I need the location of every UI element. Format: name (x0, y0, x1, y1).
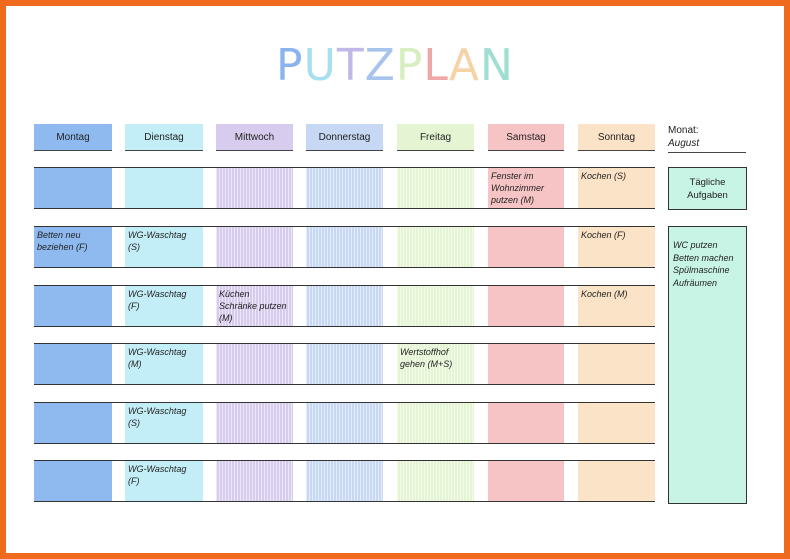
task-cell-freitag[interactable] (397, 168, 474, 208)
task-cell-dienstag[interactable]: WG-Waschtag (S) (125, 403, 203, 443)
task-cell-montag[interactable] (34, 344, 112, 384)
task-cell-mittwoch[interactable] (216, 403, 293, 443)
task-cell-montag[interactable] (34, 168, 112, 208)
task-cell-samstag[interactable] (488, 344, 564, 384)
task-cell-sonntag[interactable] (578, 344, 655, 384)
task-cell-freitag[interactable] (397, 403, 474, 443)
task-cell-samstag[interactable] (488, 286, 564, 326)
task-text: Kochen (F) (581, 230, 626, 240)
daily-task-item: Aufräumen (673, 277, 718, 288)
task-cell-sonntag[interactable] (578, 403, 655, 443)
task-cell-samstag[interactable] (488, 461, 564, 501)
task-cell-dienstag[interactable]: WG-Waschtag (F) (125, 286, 203, 326)
title-letter: P (276, 40, 304, 91)
daily-task-item: Spülmaschine (673, 265, 730, 275)
title-letter: N (480, 40, 514, 91)
title-letter: A (448, 40, 481, 91)
task-cell-mittwoch[interactable] (216, 344, 293, 384)
day-header-sonntag: Sonntag (578, 124, 655, 151)
task-cell-donnerstag[interactable] (306, 227, 383, 267)
title-letter: Z (364, 40, 396, 91)
week-row: WG-Waschtag (M) Wertstoffhof gehen (M+S) (34, 343, 655, 385)
title-letter: U (303, 40, 337, 91)
day-header-samstag: Samstag (488, 124, 564, 151)
month-field[interactable]: Monat: August (668, 124, 746, 153)
task-text: WG-Waschtag (M) (128, 347, 187, 369)
task-cell-donnerstag[interactable] (306, 461, 383, 501)
week-row: WG-Waschtag (F) (34, 460, 655, 502)
month-value: August (668, 138, 700, 149)
task-text: WG-Waschtag (S) (128, 406, 187, 428)
task-cell-freitag[interactable] (397, 461, 474, 501)
page-title: PUTZPLAN (0, 44, 790, 88)
task-text: Wertstoffhof gehen (M+S) (400, 347, 453, 369)
task-cell-freitag[interactable]: Wertstoffhof gehen (M+S) (397, 344, 474, 384)
daily-tasks-heading: Tägliche Aufgaben (687, 177, 728, 201)
task-text: Fenster im Wohnzimmer putzen (M) (491, 171, 545, 205)
daily-tasks-box: WC putzen Betten machen Spülmaschine Aufräu… (668, 226, 747, 504)
task-cell-mittwoch[interactable]: Küchen Schränke putzen (M) (216, 286, 293, 326)
daily-tasks-heading-box: Tägliche Aufgaben (668, 167, 747, 210)
day-header-donnerstag: Donnerstag (306, 124, 383, 151)
title-letter: L (423, 40, 449, 91)
task-cell-montag[interactable]: Betten neu beziehen (F) (34, 227, 112, 267)
task-cell-dienstag[interactable]: WG-Waschtag (F) (125, 461, 203, 501)
task-cell-mittwoch[interactable] (216, 461, 293, 501)
day-header-mittwoch: Mittwoch (216, 124, 293, 151)
week-row: Betten neu beziehen (F) WG-Waschtag (S) Ko… (34, 226, 655, 268)
day-header-freitag: Freitag (397, 124, 474, 151)
task-cell-montag[interactable] (34, 461, 112, 501)
task-text: Betten neu beziehen (F) (37, 230, 88, 252)
task-cell-freitag[interactable] (397, 227, 474, 267)
task-cell-samstag[interactable]: Fenster im Wohnzimmer putzen (M) (488, 168, 564, 208)
task-cell-donnerstag[interactable] (306, 403, 383, 443)
task-cell-donnerstag[interactable] (306, 286, 383, 326)
task-cell-mittwoch[interactable] (216, 227, 293, 267)
task-text: WG-Waschtag (F) (128, 289, 187, 311)
title-letter: P (395, 40, 424, 91)
task-cell-montag[interactable] (34, 403, 112, 443)
task-text: Küchen Schränke putzen (M) (219, 289, 287, 323)
month-label: Monat: (668, 125, 699, 136)
task-text: Kochen (M) (581, 289, 628, 299)
task-cell-sonntag[interactable] (578, 461, 655, 501)
task-cell-sonntag[interactable]: Kochen (S) (578, 168, 655, 208)
task-cell-samstag[interactable] (488, 227, 564, 267)
day-header-dienstag: Dienstag (125, 124, 203, 151)
task-text: Kochen (S) (581, 171, 627, 181)
task-text: WG-Waschtag (S) (128, 230, 187, 252)
task-cell-sonntag[interactable]: Kochen (F) (578, 227, 655, 267)
week-row: WG-Waschtag (S) (34, 402, 655, 444)
task-cell-dienstag[interactable]: WG-Waschtag (S) (125, 227, 203, 267)
task-cell-mittwoch[interactable] (216, 168, 293, 208)
day-header-montag: Montag (34, 124, 112, 151)
daily-task-item: WC putzen (673, 240, 718, 250)
task-cell-freitag[interactable] (397, 286, 474, 326)
week-row: Fenster im Wohnzimmer putzen (M) Kochen (… (34, 167, 655, 209)
task-cell-dienstag[interactable]: WG-Waschtag (M) (125, 344, 203, 384)
daily-task-item: Betten machen (673, 252, 734, 263)
task-cell-donnerstag[interactable] (306, 344, 383, 384)
task-cell-dienstag[interactable] (125, 168, 203, 208)
task-cell-montag[interactable] (34, 286, 112, 326)
task-text: WG-Waschtag (F) (128, 464, 187, 486)
task-cell-donnerstag[interactable] (306, 168, 383, 208)
week-row: WG-Waschtag (F) Küchen Schränke putzen (M… (34, 285, 655, 327)
task-cell-sonntag[interactable]: Kochen (M) (578, 286, 655, 326)
task-cell-samstag[interactable] (488, 403, 564, 443)
title-letter: T (336, 40, 365, 91)
